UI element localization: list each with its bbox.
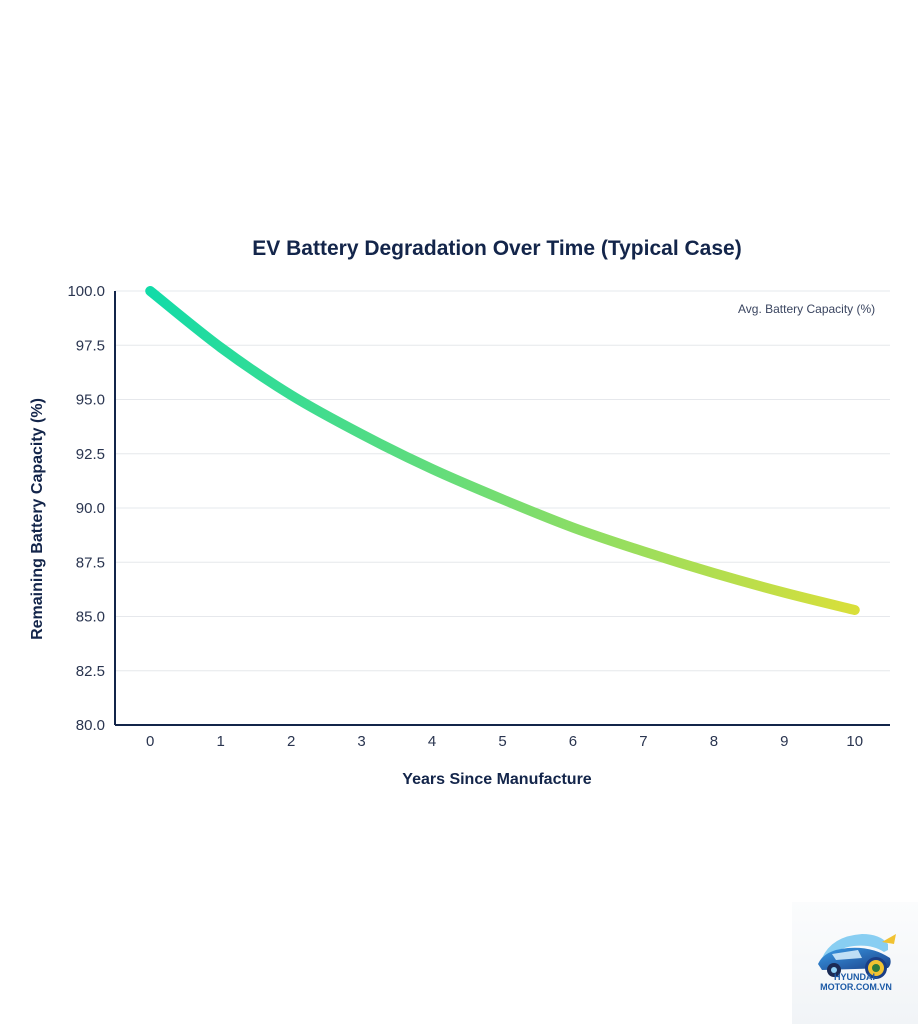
x-tick-label: 5: [498, 733, 506, 750]
y-tick-label: 97.5: [76, 337, 105, 354]
x-tick-label: 1: [217, 733, 225, 750]
x-tick-label: 2: [287, 733, 295, 750]
y-tick-label: 95.0: [76, 392, 105, 409]
x-tick-label: 6: [569, 733, 577, 750]
y-tick-label: 82.5: [76, 663, 105, 680]
y-tick-label: 90.0: [76, 500, 105, 517]
x-tick-label: 8: [710, 733, 718, 750]
grid-lines: [115, 290, 890, 672]
y-tick-label: 92.5: [76, 446, 105, 463]
series-line: [145, 286, 860, 615]
x-axis-label: Years Since Manufacture: [402, 771, 592, 788]
legend: Avg. Battery Capacity (%): [696, 302, 875, 316]
x-tick-labels: 0 1 2 3 4 5 6 7 8 9 10: [146, 733, 863, 750]
x-tick-label: 7: [639, 733, 647, 750]
x-tick-label: 4: [428, 733, 436, 750]
y-axis-label: Remaining Battery Capacity (%): [29, 398, 46, 640]
y-tick-labels: 80.0 82.5 85.0 87.5 90.0 92.5 95.0 97.5 100.0: [67, 283, 105, 734]
x-tick-label: 9: [780, 733, 788, 750]
series-layer: [145, 286, 860, 615]
watermark-text: HYUNDAI-MOTOR.COM.VN: [820, 972, 892, 992]
legend-label: Avg. Battery Capacity (%): [738, 302, 875, 316]
y-tick-label: 100.0: [67, 283, 105, 300]
x-tick-label: 0: [146, 733, 154, 750]
chart-title: EV Battery Degradation Over Time (Typica…: [252, 237, 741, 260]
x-tick-label: 10: [846, 733, 863, 750]
y-tick-label: 85.0: [76, 609, 105, 626]
y-tick-label: 87.5: [76, 554, 105, 571]
x-tick-label: 3: [357, 733, 365, 750]
watermark-logo: HYUNDAI-MOTOR.COM.VN: [792, 902, 918, 1024]
y-tick-label: 80.0: [76, 717, 105, 734]
car-logo-icon: [818, 934, 896, 979]
axes: [114, 291, 890, 726]
